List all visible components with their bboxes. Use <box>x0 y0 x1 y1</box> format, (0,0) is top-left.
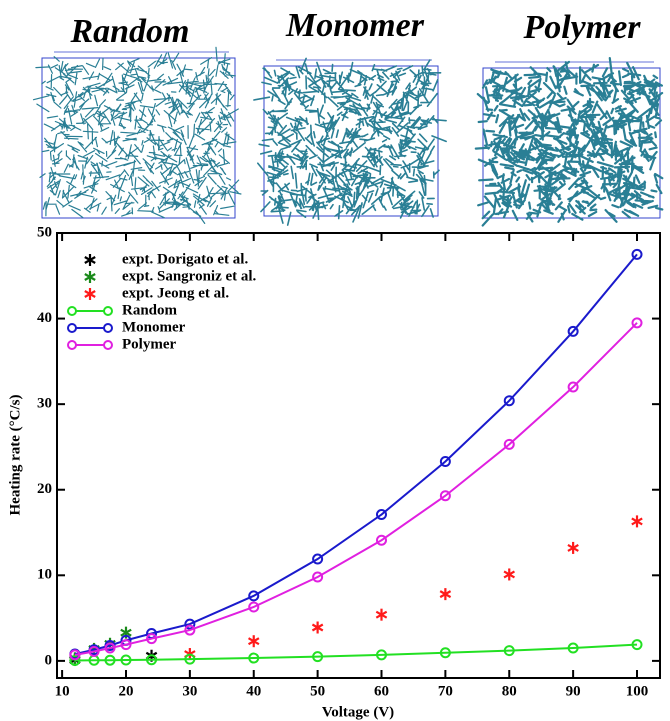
asterisk-stroke <box>375 610 388 619</box>
data-point <box>503 395 515 407</box>
legend-marker <box>67 306 77 316</box>
legend-marker <box>84 254 96 266</box>
data-point <box>69 649 81 661</box>
asterisk-stroke <box>631 517 643 526</box>
x-tick-label: 100 <box>626 683 649 699</box>
x-tick-label: 10 <box>55 683 70 699</box>
asterisk-stroke <box>84 273 96 281</box>
data-point <box>312 553 324 565</box>
series-line <box>74 643 638 662</box>
x-tick-label: 60 <box>374 683 389 699</box>
network-box <box>482 67 661 219</box>
legend-label: Polymer <box>122 336 176 352</box>
data-point <box>120 654 132 666</box>
x-tick-label: 30 <box>182 683 197 699</box>
data-point <box>439 455 451 467</box>
data-point <box>631 317 643 329</box>
data-point <box>184 653 196 665</box>
x-axis-title: Voltage (V) <box>322 704 394 720</box>
data-point <box>104 642 116 654</box>
network-strands <box>253 57 447 226</box>
data-point <box>247 635 260 648</box>
data-point <box>375 608 388 621</box>
data-point <box>631 515 643 528</box>
data-point <box>248 652 260 664</box>
panel-label: Random <box>69 13 189 50</box>
x-tick-label: 20 <box>118 683 133 699</box>
asterisk-stroke <box>311 623 324 632</box>
legend-marker <box>103 323 113 333</box>
data-point <box>439 490 451 502</box>
data-point <box>88 645 100 657</box>
legend-marker <box>67 323 77 333</box>
legend-marker <box>103 340 113 350</box>
data-point <box>120 639 132 651</box>
legend-marker <box>84 288 96 300</box>
data-point <box>312 571 324 583</box>
data-point <box>248 590 260 602</box>
x-tick-label: 40 <box>246 683 261 699</box>
network-strands <box>32 46 242 224</box>
y-tick-label: 20 <box>37 481 52 497</box>
legend-label: Monomer <box>122 319 186 335</box>
x-tick-label: 90 <box>566 683 581 699</box>
data-point <box>567 381 579 393</box>
data-point <box>184 624 196 636</box>
data-point <box>248 601 260 613</box>
asterisk-stroke <box>503 570 515 579</box>
asterisk-stroke <box>84 290 96 298</box>
data-point <box>375 534 387 546</box>
plot-frame <box>56 232 661 679</box>
data-point <box>631 639 643 651</box>
legend-label: expt. Dorigato et al. <box>122 251 248 267</box>
network-images <box>32 46 664 227</box>
data-point <box>631 248 643 260</box>
data-point <box>311 621 324 634</box>
legend-label: expt. Sangroniz et al. <box>122 268 257 284</box>
data-point <box>503 568 515 581</box>
data-point <box>104 654 116 666</box>
data-point <box>69 654 81 666</box>
asterisk-stroke <box>567 543 579 552</box>
y-axis-title: Heating rate (°C/s) <box>7 395 23 516</box>
x-tick-label: 70 <box>438 683 453 699</box>
panel-label: Polymer <box>522 9 641 46</box>
panel-label: Monomer <box>285 7 425 44</box>
asterisk-stroke <box>84 256 96 264</box>
data-point <box>567 642 579 654</box>
data-point <box>503 645 515 657</box>
data-point <box>439 588 452 601</box>
data-point <box>184 618 196 630</box>
legend-label: expt. Jeong et al. <box>122 285 229 301</box>
data-point <box>146 633 158 645</box>
legend-label: Random <box>122 302 178 318</box>
y-tick-label: 10 <box>37 567 52 583</box>
network-box <box>41 57 236 219</box>
legend-marker <box>67 340 77 350</box>
asterisk-stroke <box>120 628 132 637</box>
x-tick-label: 50 <box>310 683 325 699</box>
y-tick-label: 0 <box>45 652 53 668</box>
asterisk-stroke <box>247 637 260 646</box>
y-tick-label: 50 <box>37 224 52 240</box>
data-point <box>503 438 515 450</box>
data-point <box>567 325 579 337</box>
y-tick-label: 30 <box>37 396 52 412</box>
data-point <box>312 651 324 663</box>
series-line <box>74 322 638 656</box>
legend-marker <box>103 306 113 316</box>
data-point <box>439 647 451 659</box>
data-point <box>146 654 158 666</box>
legend-marker <box>84 271 96 283</box>
data-point <box>567 541 579 554</box>
y-tick-label: 40 <box>37 310 52 326</box>
series-line <box>74 253 638 656</box>
asterisk-stroke <box>439 590 452 599</box>
x-tick-label: 80 <box>502 683 517 699</box>
data-point <box>375 649 387 661</box>
data-point <box>375 509 387 521</box>
network-strands <box>474 57 664 227</box>
